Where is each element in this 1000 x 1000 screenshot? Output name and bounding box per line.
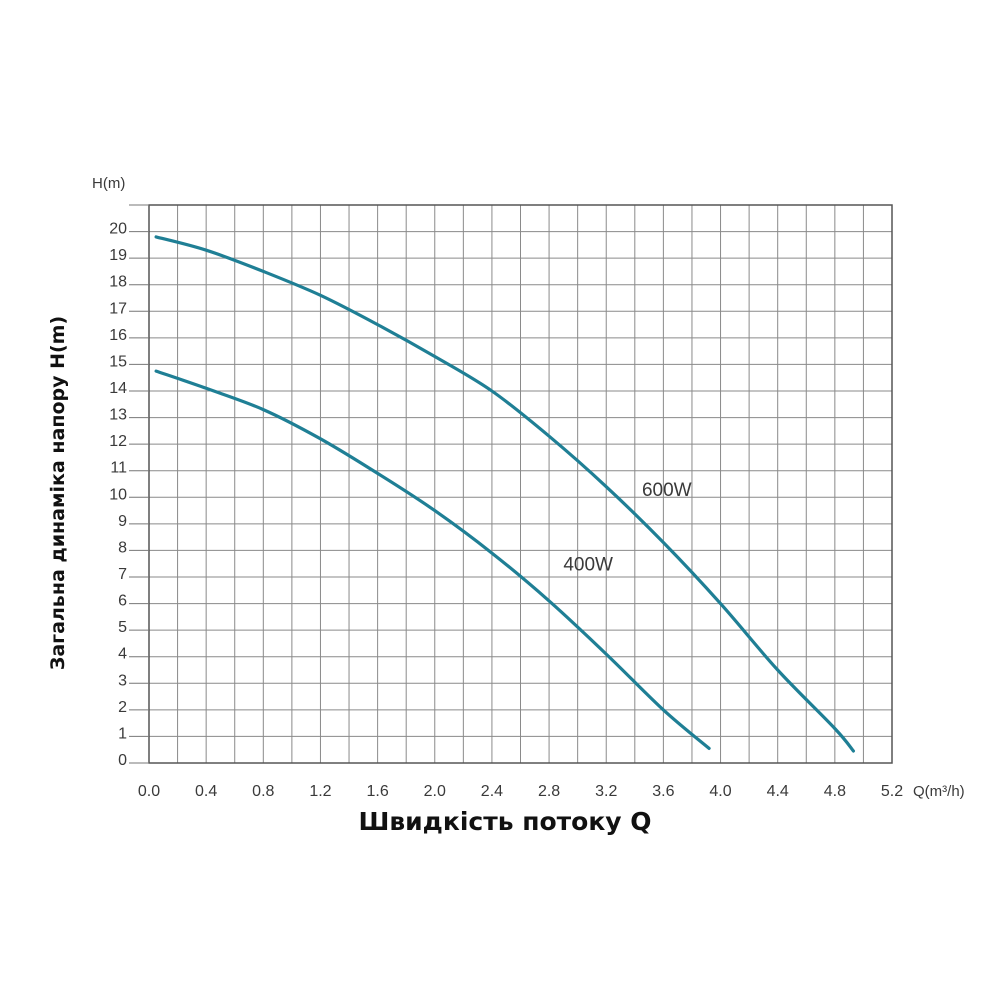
x-tick-label: 0.4 — [195, 783, 217, 800]
y-tick-label: 1 — [118, 725, 127, 742]
chart-grid — [148, 204, 893, 764]
x-tick-label: 1.2 — [309, 783, 331, 800]
y-tick-label: 14 — [109, 380, 127, 397]
y-tick-label: 9 — [118, 513, 127, 530]
x-tick-label: 0.8 — [252, 783, 274, 800]
series-curve-400w — [154, 369, 711, 750]
x-axis-unit: Q(m³/h) — [913, 783, 965, 800]
x-tick-label: 1.6 — [366, 783, 388, 800]
y-axis-unit: H(m) — [92, 175, 125, 192]
y-tick-label: 13 — [109, 407, 127, 424]
x-tick-label: 5.2 — [881, 783, 903, 800]
series-curve-600w — [154, 235, 855, 753]
x-tick-label: 0.0 — [138, 783, 160, 800]
y-tick-label: 16 — [109, 327, 127, 344]
x-tick-label: 2.4 — [481, 783, 503, 800]
y-tick-label: 7 — [118, 566, 127, 583]
y-tick-label: 19 — [109, 247, 127, 264]
y-tick-label: 0 — [118, 752, 127, 769]
y-axis-title: Загальна динаміка напору H(m) — [47, 316, 69, 670]
y-tick-label: 15 — [109, 353, 127, 370]
x-tick-label: 4.0 — [709, 783, 731, 800]
x-tick-label: 4.8 — [824, 783, 846, 800]
y-tick-label: 6 — [118, 593, 127, 610]
y-tick-label: 3 — [118, 672, 127, 689]
x-tick-label: 3.2 — [595, 783, 617, 800]
chart-curves — [154, 235, 855, 753]
y-tick-label: 18 — [109, 274, 127, 291]
x-tick-label: 4.4 — [767, 783, 789, 800]
y-tick-label: 10 — [109, 486, 127, 503]
y-tick-label: 17 — [109, 300, 127, 317]
plot-border — [148, 204, 893, 764]
y-tick-label: 20 — [109, 221, 127, 238]
x-tick-label: 2.0 — [424, 783, 446, 800]
curve-labels: 600W 400W — [563, 480, 691, 575]
y-tick-label: 5 — [118, 619, 127, 636]
curve-label-600w: 600W — [642, 480, 692, 501]
x-axis-ticks: 0.0 0.4 0.8 1.2 1.6 2.0 2.4 2.8 3.2 3.6 4.0 4.4 4.8 5… — [138, 783, 903, 800]
x-tick-label: 2.8 — [538, 783, 560, 800]
y-tick-label: 8 — [118, 539, 127, 556]
x-tick-label: 3.6 — [652, 783, 674, 800]
x-axis-title: Швидкість потоку Q — [358, 807, 651, 836]
y-tick-label: 12 — [109, 433, 127, 450]
y-tick-label: 4 — [118, 646, 127, 663]
curve-label-400w: 400W — [563, 554, 613, 575]
y-tick-label: 11 — [110, 460, 127, 477]
y-tick-label: 2 — [118, 699, 127, 716]
